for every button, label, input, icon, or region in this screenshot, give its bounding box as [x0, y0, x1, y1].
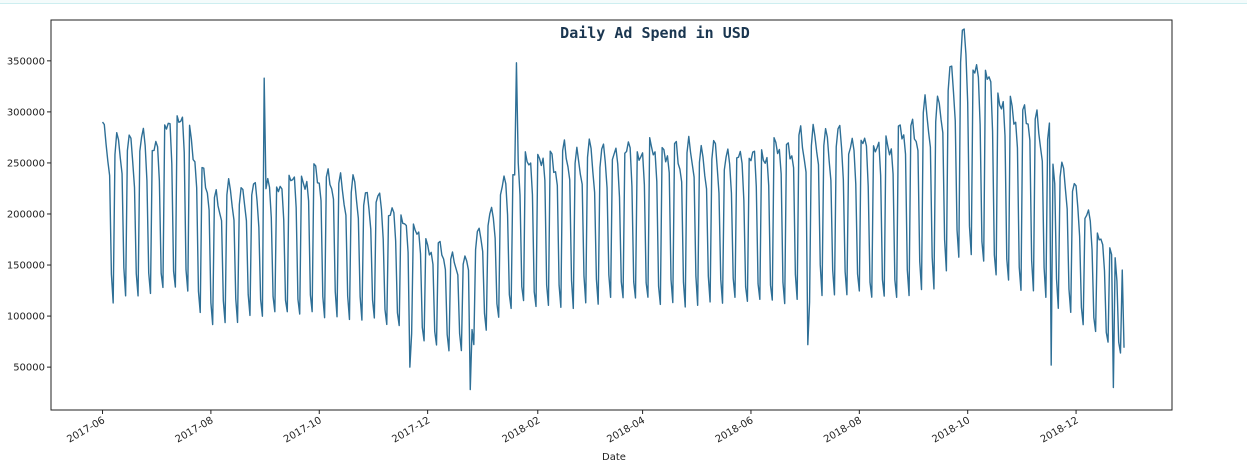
x-tick-label: 2018-02: [501, 415, 543, 445]
x-tick-label: 2017-06: [65, 415, 107, 445]
x-tick-label: 2017-08: [174, 415, 216, 445]
x-tick-label: 2018-04: [605, 415, 647, 445]
y-tick-label: 350000: [7, 56, 45, 67]
x-tick-label: 2018-06: [714, 415, 756, 445]
y-axis: 50000 100000 150000 200000 250000 300000 35000…: [7, 56, 51, 374]
x-axis: 2017-06 2017-08 2017-10 2017-12 2018-02 2018-…: [65, 410, 1081, 445]
x-tick-label: 2017-12: [390, 415, 432, 445]
y-tick-label: 200000: [7, 209, 45, 220]
plot-area-frame: [50, 19, 1173, 411]
window-top-border: [0, 0, 1247, 4]
x-tick-label: 2017-10: [282, 415, 324, 445]
x-axis-title: Date: [602, 452, 626, 463]
x-tick-label: 2018-12: [1039, 415, 1081, 445]
y-tick-label: 250000: [7, 158, 45, 169]
x-tick-label: 2018-10: [931, 415, 973, 445]
y-tick-label: 100000: [7, 312, 45, 323]
y-tick-label: 50000: [13, 363, 45, 374]
series-line-ad-spend: [101, 28, 1125, 391]
y-tick-label: 300000: [7, 107, 45, 118]
y-tick-label: 150000: [7, 261, 45, 272]
chart-title: Daily Ad Spend in USD: [560, 24, 750, 42]
x-tick-label: 2018-08: [822, 415, 864, 445]
